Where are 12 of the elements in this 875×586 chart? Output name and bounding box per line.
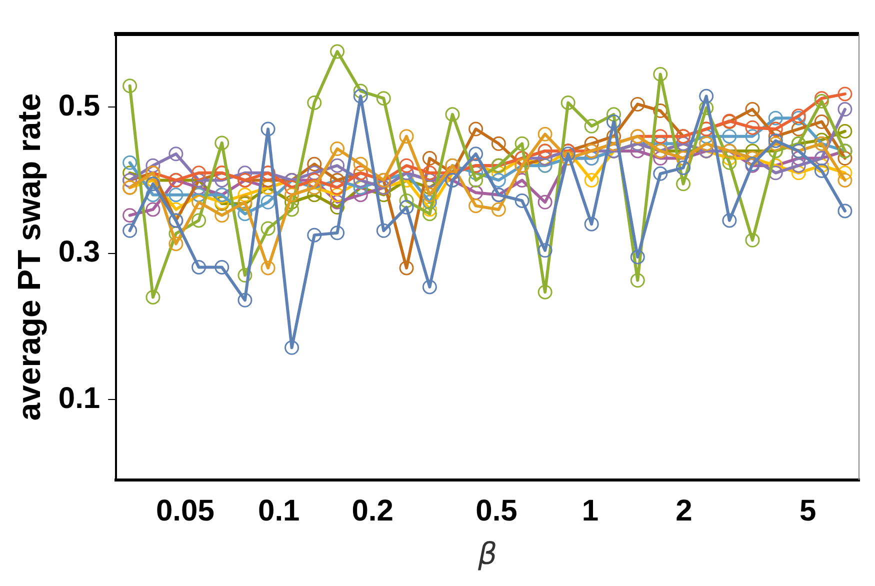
y-tick-label: 0.3 (58, 236, 100, 269)
x-tick-label: 0.05 (156, 494, 214, 528)
y-tick-label: 0.5 (58, 89, 100, 122)
x-tick-label: 5 (799, 494, 816, 528)
y-axis-title: average PT swap rate (11, 93, 48, 421)
y-tick-label: 0.1 (58, 382, 100, 415)
x-tick-label: 0.1 (258, 494, 300, 528)
x-axis-title: β (476, 536, 498, 572)
x-tick-label: 2 (676, 494, 692, 528)
x-tick-label: 1 (582, 494, 599, 528)
x-tick-label: 0.2 (352, 494, 394, 528)
x-tick-label: 0.5 (476, 494, 518, 528)
